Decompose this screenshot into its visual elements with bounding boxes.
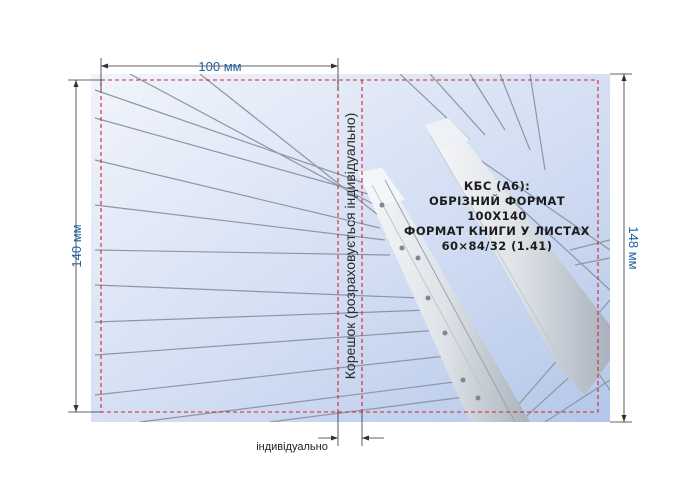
width-label: 100 мм (198, 59, 241, 74)
inner-height-dimension (68, 79, 101, 413)
info-line-3: 100Х140 (467, 209, 527, 223)
trim-lines (100, 79, 599, 413)
cover-photo (91, 74, 610, 422)
info-line-5: 60×84/32 (1.41) (442, 239, 553, 253)
main-pylon (358, 168, 530, 422)
spine-width-dimension (318, 412, 384, 446)
spine-width-label: індивідуально (256, 441, 328, 453)
upper-pylon (425, 118, 610, 395)
width-dimension (100, 58, 339, 90)
spine-label: Корешок (розраховується індивідуально) (342, 113, 358, 380)
info-line-1: КБС (А6): (464, 179, 530, 193)
outer-height-label: 148 мм (626, 226, 641, 269)
trim-rectangle (100, 79, 599, 413)
inner-height-label: 140 мм (69, 224, 84, 267)
outer-height-dimension (610, 73, 632, 423)
format-info: КБС (А6): ОБРІЗНИЙ ФОРМАТ 100Х140 ФОРМАТ… (404, 179, 590, 253)
info-line-2: ОБРІЗНИЙ ФОРМАТ (429, 193, 565, 208)
info-line-4: ФОРМАТ КНИГИ У ЛИСТАХ (404, 224, 590, 238)
